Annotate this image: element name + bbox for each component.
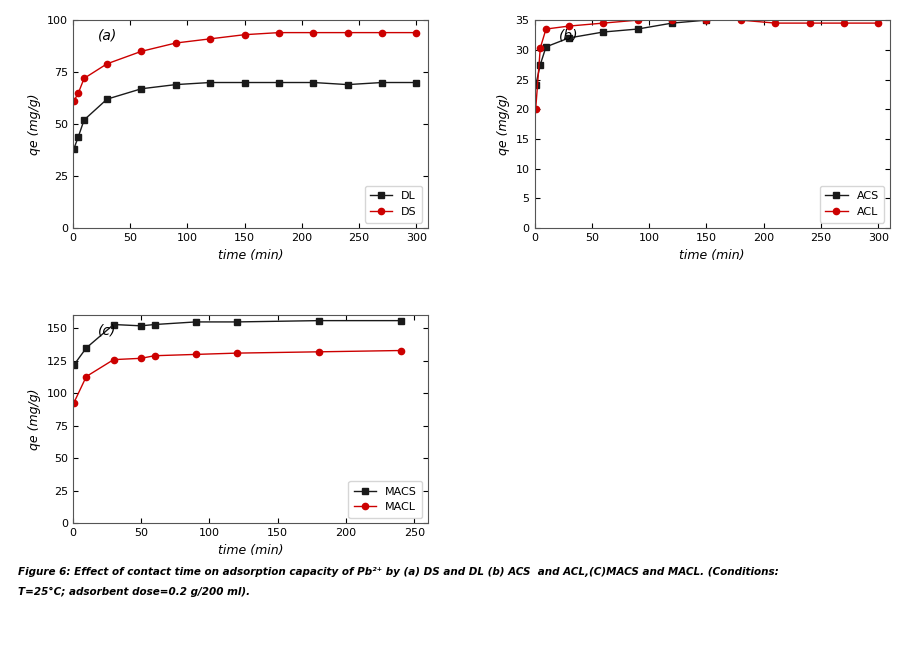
Y-axis label: qe (mg/g): qe (mg/g): [28, 389, 41, 450]
MACL: [69, 399, 80, 407]
ACS: [535, 60, 546, 68]
DL: [273, 79, 284, 87]
MACL: [108, 356, 119, 364]
DL: [136, 85, 147, 93]
Legend: DL, DS: DL, DS: [364, 186, 422, 223]
DS: [273, 29, 284, 37]
MACS: [232, 318, 242, 326]
MACL: [232, 349, 242, 357]
DS: [342, 29, 353, 37]
ACL: [597, 19, 608, 27]
Line: DS: DS: [71, 30, 419, 105]
Line: ACL: ACL: [533, 17, 882, 112]
MACL: [395, 346, 406, 354]
Text: (a): (a): [97, 28, 117, 42]
MACS: [81, 344, 92, 352]
ACL: [735, 16, 746, 24]
DL: [411, 79, 422, 87]
Line: MACS: MACS: [71, 317, 404, 368]
ACS: [632, 25, 643, 33]
DL: [377, 79, 388, 87]
ACL: [666, 16, 677, 24]
Text: (b): (b): [559, 28, 579, 42]
DS: [102, 60, 113, 68]
ACL: [632, 16, 643, 24]
ACS: [564, 34, 575, 42]
MACS: [149, 321, 160, 329]
DL: [204, 79, 215, 87]
ACL: [770, 19, 781, 27]
ACL: [540, 25, 551, 33]
DS: [204, 35, 215, 43]
DS: [308, 29, 319, 37]
ACS: [530, 81, 541, 89]
DL: [308, 79, 319, 87]
ACL: [873, 19, 883, 27]
DL: [68, 145, 79, 153]
ACL: [535, 44, 546, 52]
MACL: [190, 350, 201, 358]
MACS: [69, 361, 80, 369]
MACS: [395, 317, 406, 325]
DS: [73, 89, 84, 97]
ACS: [804, 10, 815, 18]
Line: MACL: MACL: [71, 348, 404, 406]
MACS: [313, 317, 324, 325]
ACS: [770, 13, 781, 21]
DS: [171, 39, 182, 47]
Text: T=25°C; adsorbent dose=0.2 g/200 ml).: T=25°C; adsorbent dose=0.2 g/200 ml).: [18, 587, 251, 597]
ACS: [839, 10, 850, 18]
DL: [342, 81, 353, 89]
Line: ACS: ACS: [533, 11, 882, 89]
ACS: [666, 19, 677, 27]
Text: Figure 6: Effect of contact time on adsorption capacity of Pb²⁺ by (a) DS and DL: Figure 6: Effect of contact time on adso…: [18, 567, 779, 577]
ACL: [804, 19, 815, 27]
Line: DL: DL: [71, 79, 419, 152]
MACS: [108, 321, 119, 329]
DS: [377, 29, 388, 37]
ACL: [530, 105, 541, 113]
Y-axis label: qe (mg/g): qe (mg/g): [28, 93, 41, 155]
DL: [102, 95, 113, 103]
MACL: [81, 372, 92, 380]
Y-axis label: qe (mg/g): qe (mg/g): [497, 93, 510, 155]
ACS: [540, 43, 551, 51]
Text: (c): (c): [97, 323, 116, 338]
ACS: [597, 28, 608, 36]
Legend: MACS, MACL: MACS, MACL: [349, 481, 422, 518]
ACL: [564, 22, 575, 30]
X-axis label: time (min): time (min): [679, 248, 745, 262]
ACL: [839, 19, 850, 27]
MACL: [149, 352, 160, 360]
ACS: [873, 10, 883, 18]
MACS: [135, 322, 146, 330]
DS: [239, 31, 250, 39]
ACS: [735, 13, 746, 21]
Legend: ACS, ACL: ACS, ACL: [820, 186, 884, 223]
MACL: [313, 348, 324, 356]
DL: [73, 133, 84, 141]
X-axis label: time (min): time (min): [218, 248, 283, 262]
ACS: [701, 16, 712, 24]
ACL: [701, 16, 712, 24]
MACL: [135, 354, 146, 362]
DL: [239, 79, 250, 87]
DS: [79, 74, 90, 83]
DS: [411, 29, 422, 37]
DL: [79, 116, 90, 124]
DL: [171, 81, 182, 89]
DS: [68, 97, 79, 105]
X-axis label: time (min): time (min): [218, 544, 283, 557]
MACS: [190, 318, 201, 326]
DS: [136, 47, 147, 55]
